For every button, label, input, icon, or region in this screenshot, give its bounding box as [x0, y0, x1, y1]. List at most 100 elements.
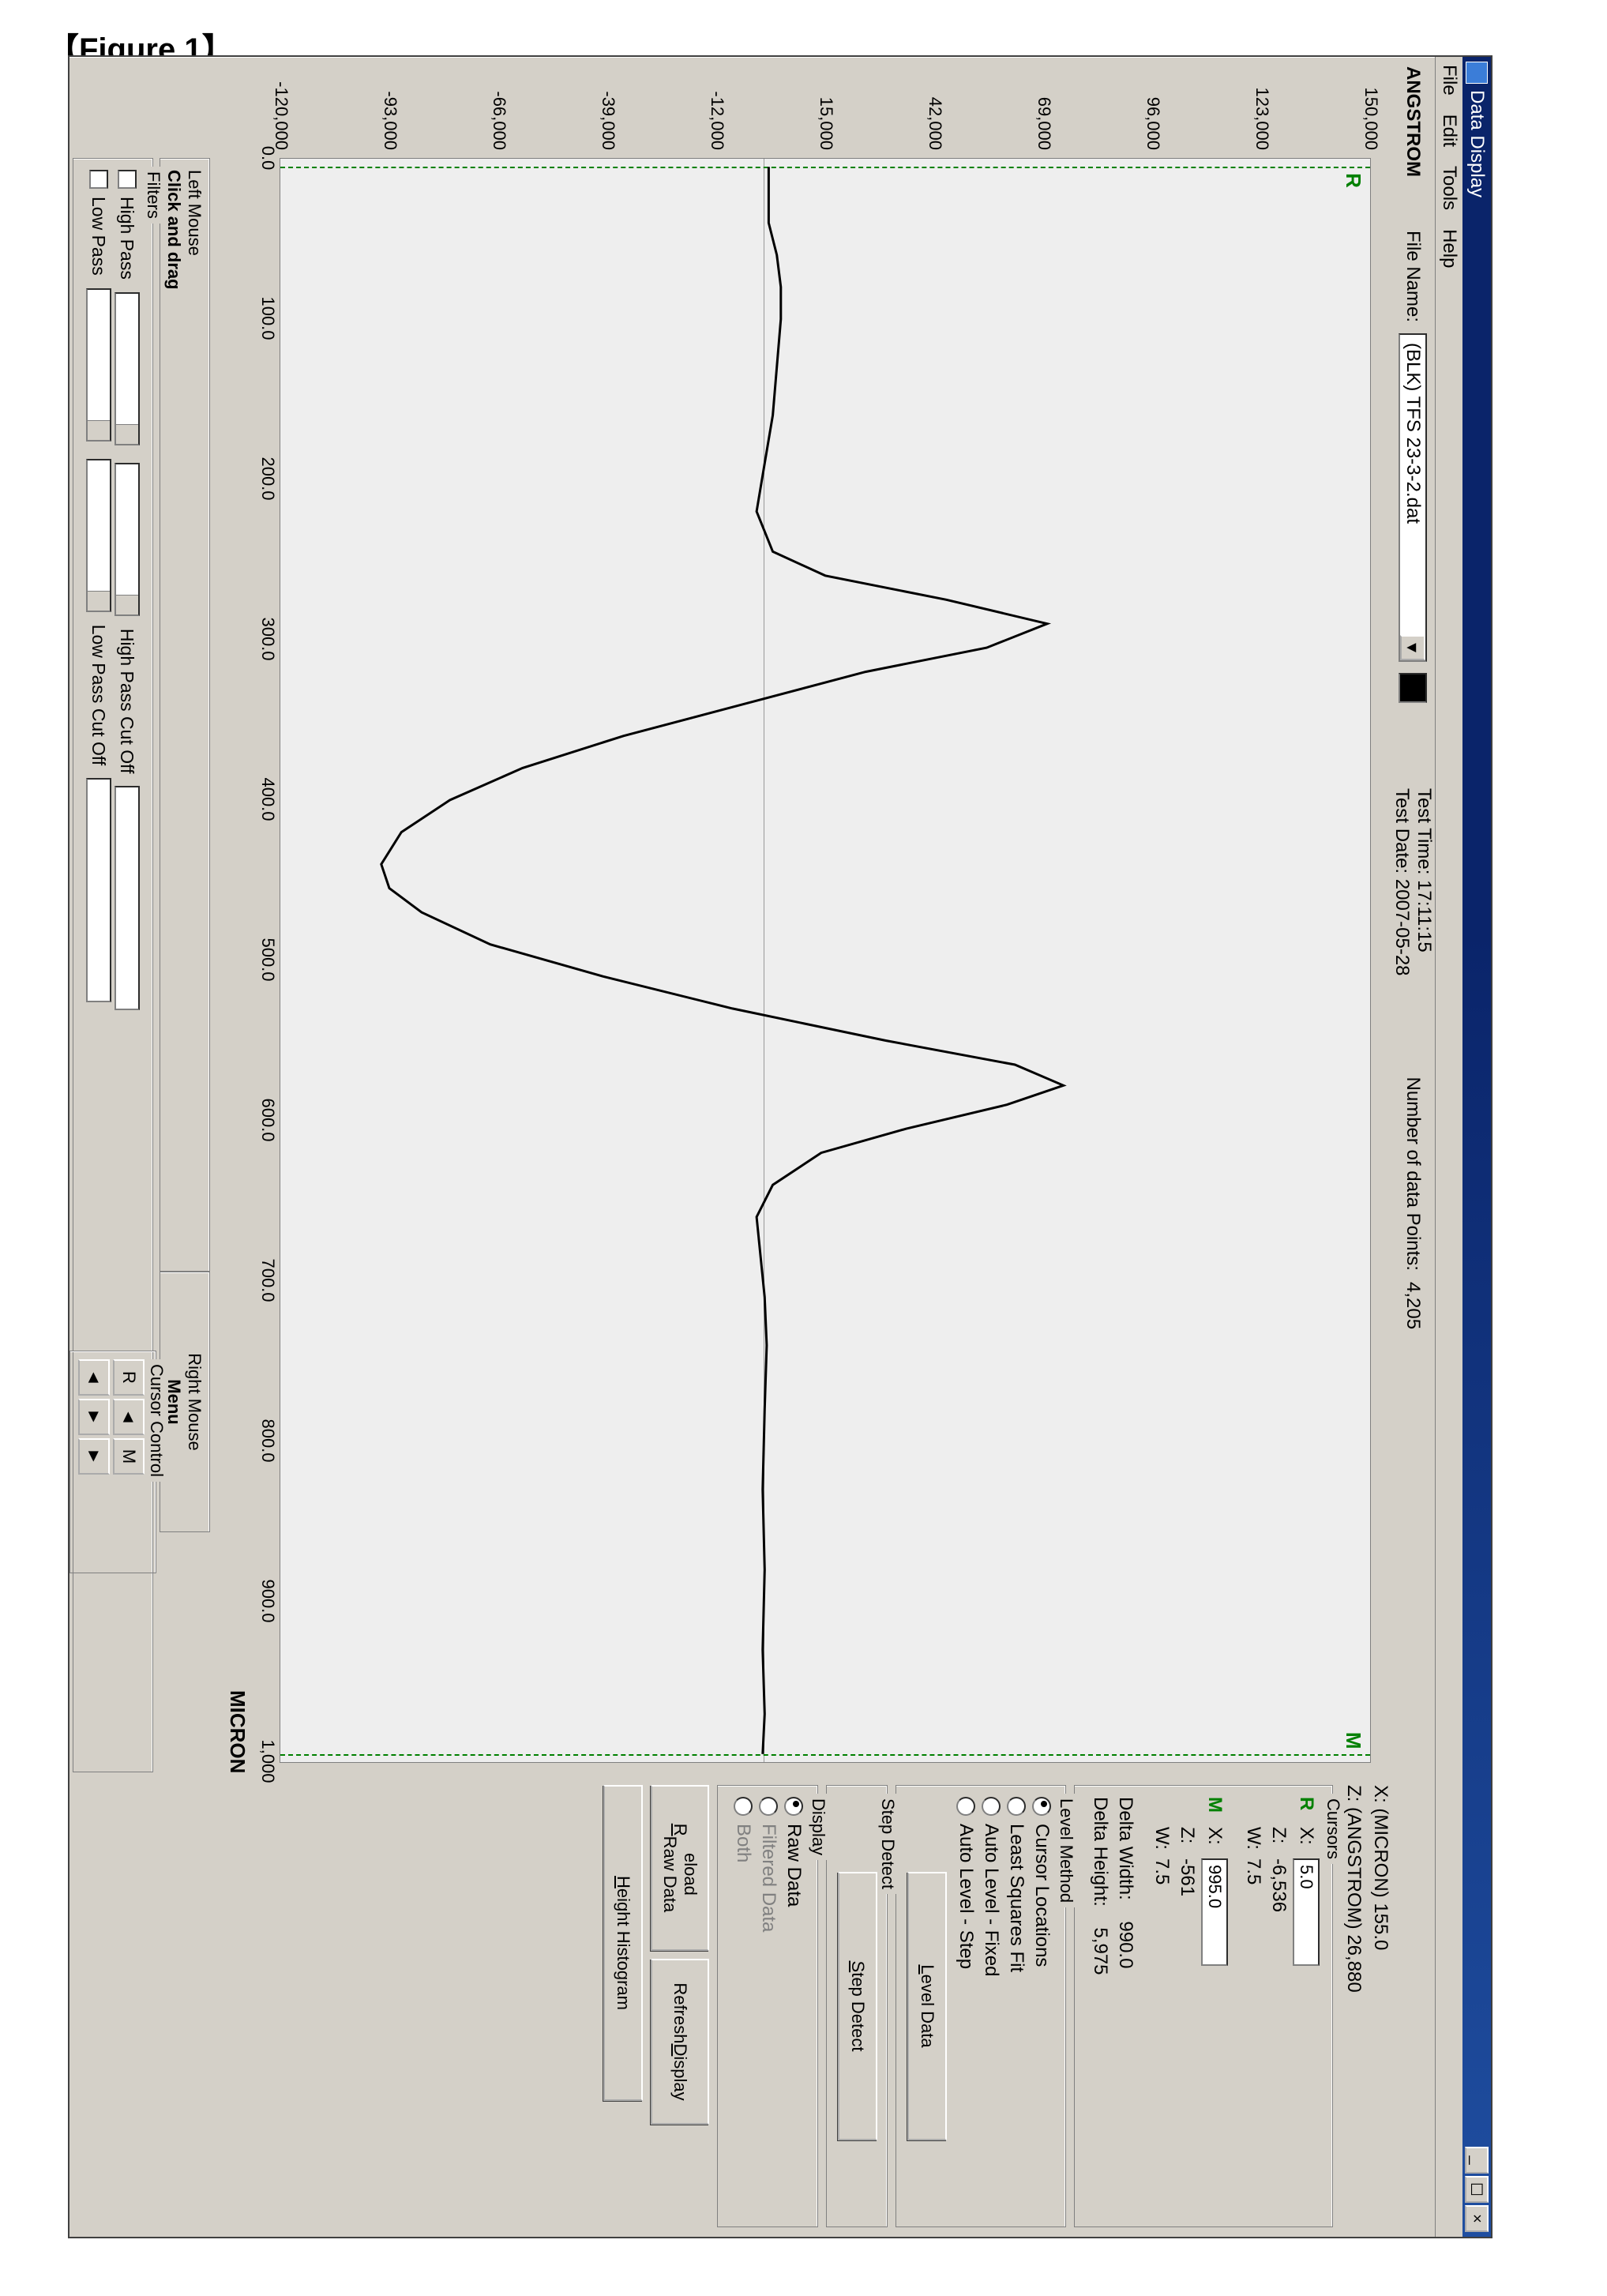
readout-x-value: 155.0: [1370, 1903, 1391, 1950]
reload-button[interactable]: Reload Raw Data: [651, 1785, 709, 1951]
cursor-r-w-value: 7.5: [1242, 1858, 1264, 1953]
cursor-r-x-input[interactable]: [1293, 1858, 1320, 1966]
dropdown-arrow-icon[interactable]: ▾: [1400, 635, 1425, 660]
highpass-cutoff-slider[interactable]: [115, 786, 140, 1010]
toolbar: ANGSTROM File Name: (BLK) TFS 23-3-2.dat…: [1391, 57, 1435, 2237]
app-window: Data Display _ ☐ × File Edit Tools Help …: [68, 55, 1492, 2238]
level-radio[interactable]: [1007, 1797, 1026, 1816]
npoints-value: 4,205: [1402, 1282, 1424, 1329]
y-tick: 42,000: [925, 63, 945, 150]
y-tick: -120,000: [271, 63, 291, 150]
menu-tools[interactable]: Tools: [1438, 166, 1460, 210]
lowpass-cutoff-label: Low Pass Cut Off: [88, 625, 110, 766]
level-legend: Level Method: [1056, 1794, 1076, 1907]
display-option-label: Filtered Data: [757, 1824, 779, 1932]
menu-edit[interactable]: Edit: [1438, 115, 1460, 147]
lowpass-checkbox[interactable]: [89, 170, 108, 189]
cc-rright[interactable]: ►: [78, 1438, 110, 1475]
highpass-slider-2[interactable]: [115, 463, 140, 616]
level-option-label: Least Squares Fit: [1005, 1824, 1027, 1972]
cursors-group: Cursors R X: Z: -6,536 W: 7.5 M X: Z: -5…: [1074, 1785, 1333, 2227]
npoints-label: Number of data Points:: [1402, 1077, 1424, 1271]
plot-area[interactable]: R M: [280, 158, 1371, 1763]
cursor-r-z-value: -6,536: [1267, 1858, 1290, 1953]
filename-dropdown[interactable]: (BLK) TFS 23-3-2.dat ▾: [1399, 333, 1427, 662]
menubar: File Edit Tools Help: [1435, 57, 1462, 2237]
x-tick: 600.0: [257, 1098, 278, 1141]
y-tick: -66,000: [489, 63, 509, 150]
menu-help[interactable]: Help: [1438, 229, 1460, 268]
readout-z-label: Z: (ANGSTROM): [1343, 1785, 1365, 1930]
delta-height-label: Delta Height:: [1089, 1797, 1111, 1907]
display-option-label: Raw Data: [783, 1824, 805, 1907]
refresh-button[interactable]: Refresh Display: [651, 1959, 709, 2125]
y-tick: 15,000: [816, 63, 836, 150]
left-mouse-title: Left Mouse: [184, 170, 205, 1260]
x-tick: 0.0: [257, 146, 278, 171]
cursor-r-letter: R: [1295, 1797, 1317, 1819]
cursor-r-z-label: Z:: [1267, 1827, 1290, 1851]
cc-right[interactable]: ►: [78, 1399, 110, 1435]
cc-lleft[interactable]: ◄: [78, 1359, 110, 1396]
highpass-checkbox[interactable]: [118, 170, 137, 189]
level-option-label: Auto Level - Fixed: [980, 1824, 1002, 1976]
client-area: 150,000123,00096,00069,00042,00015,000-1…: [76, 63, 1395, 2230]
minimize-button[interactable]: _: [1465, 2147, 1489, 2174]
delta-height-value: 5,975: [1089, 1927, 1111, 1975]
left-mouse-text: Click and drag: [163, 170, 184, 1260]
cursor-m-z-value: -561: [1176, 1858, 1198, 1953]
cc-m[interactable]: M: [113, 1438, 145, 1475]
side-panel: X: (MICRON) 155.0 Z: (ANGSTROM) 26,880 C…: [76, 1785, 1395, 2227]
level-radio[interactable]: [982, 1797, 1001, 1816]
x-tick: 1,000: [257, 1739, 278, 1783]
menu-file[interactable]: File: [1438, 65, 1460, 96]
readout-z-value: 26,880: [1343, 1934, 1365, 1992]
display-radio[interactable]: [759, 1797, 778, 1816]
cursor-m-z-label: Z:: [1176, 1827, 1198, 1851]
lowpass-cutoff-slider[interactable]: [86, 778, 111, 1002]
lowpass-slider-1[interactable]: [86, 288, 111, 442]
x-axis: 0.0100.0200.0300.0400.0500.0600.0700.080…: [246, 158, 278, 1761]
histogram-button[interactable]: Height Histogram: [603, 1785, 643, 2101]
y-axis-unit: ANGSTROM: [1402, 66, 1424, 177]
x-tick: 500.0: [257, 938, 278, 981]
lowpass-slider-2[interactable]: [86, 459, 111, 612]
x-tick: 200.0: [257, 457, 278, 500]
level-option-label: Auto Level - Step: [955, 1824, 977, 1969]
test-time-value: 17:11:15: [1414, 880, 1435, 953]
cursors-legend: Cursors: [1323, 1794, 1343, 1864]
y-tick: 150,000: [1361, 63, 1381, 150]
test-time-label: Test Time:: [1414, 788, 1435, 874]
step-detect-button[interactable]: Step Detect: [838, 1872, 877, 2140]
trace-color-swatch[interactable]: [1399, 673, 1427, 703]
x-tick: 700.0: [257, 1258, 278, 1302]
level-radio[interactable]: [1032, 1797, 1051, 1816]
highpass-slider-1[interactable]: [115, 292, 140, 445]
y-tick: -93,000: [380, 63, 400, 150]
x-tick: 800.0: [257, 1419, 278, 1462]
maximize-button[interactable]: ☐: [1465, 2176, 1489, 2203]
display-radio[interactable]: [784, 1797, 803, 1816]
cursor-m-x-input[interactable]: [1201, 1858, 1228, 1966]
left-mouse-hint: Left Mouse Click and drag: [160, 158, 210, 1272]
test-date-value: 2007-05-28: [1391, 879, 1413, 976]
filters-legend: Filters: [143, 167, 163, 224]
x-tick: 100.0: [257, 296, 278, 340]
delta-width-value: 990.0: [1114, 1921, 1136, 1968]
cc-left[interactable]: ◄: [113, 1399, 145, 1435]
close-button[interactable]: ×: [1465, 2205, 1489, 2232]
filename-label: File Name:: [1402, 231, 1424, 322]
level-data-button[interactable]: Level Data: [907, 1872, 947, 2140]
x-tick: 900.0: [257, 1579, 278, 1622]
display-radio[interactable]: [734, 1797, 753, 1816]
right-mouse-title: Right Mouse: [184, 1283, 205, 1520]
cc-r[interactable]: R: [113, 1359, 145, 1396]
app-icon: [1466, 62, 1488, 84]
step-detect-group: Step Detect Step Detect: [826, 1785, 888, 2227]
cursor-m-letter: M: [1203, 1797, 1226, 1819]
cursor-control-legend: Cursor Control: [146, 1359, 167, 1482]
level-radio[interactable]: [956, 1797, 975, 1816]
level-option-label: Cursor Locations: [1031, 1824, 1053, 1967]
filename-value: (BLK) TFS 23-3-2.dat: [1402, 335, 1424, 635]
readout-x-label: X: (MICRON): [1370, 1785, 1391, 1898]
